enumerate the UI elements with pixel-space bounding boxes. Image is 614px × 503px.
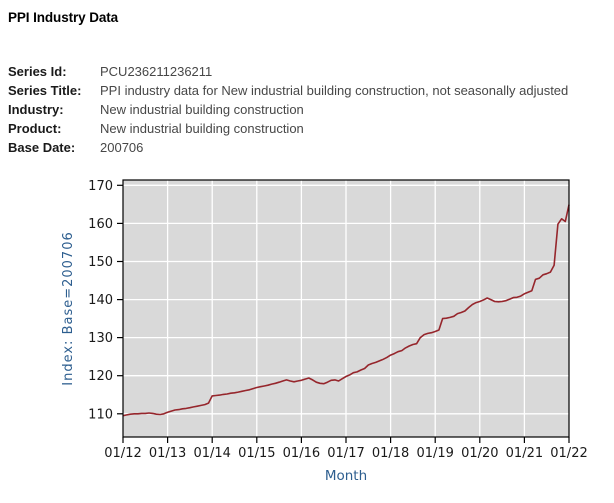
x-tick-label: 01/15: [238, 446, 275, 461]
meta-label: Base Date:: [8, 140, 76, 155]
line-chart: 110 120 130 140 150 160 170 01/12 01/13 01/14 01/1…: [0, 170, 614, 503]
x-tick-label: 01/22: [550, 446, 587, 461]
x-tick-label: 01/16: [283, 446, 320, 461]
meta-value-product: New industrial building construction: [100, 121, 304, 136]
meta-value-industry: New industrial building construction: [100, 102, 304, 117]
meta-row-product: Product: New industrial building constru…: [8, 119, 568, 138]
y-axis-title: Index: Base=200706: [61, 231, 76, 385]
x-tick-label: 01/20: [461, 446, 498, 461]
y-tick-label: 170: [88, 179, 113, 194]
meta-value-series-id: PCU236211236211: [100, 64, 213, 79]
meta-row-series-title: Series Title: PPI industry data for New …: [8, 81, 568, 100]
meta-label: Product:: [8, 121, 62, 136]
x-axis-title: Month: [325, 468, 367, 484]
x-tick-label: 01/19: [416, 446, 453, 461]
meta-row-industry: Industry: New industrial building constr…: [8, 100, 568, 119]
x-tick-label: 01/13: [149, 446, 186, 461]
x-tick-label: 01/12: [104, 446, 141, 461]
y-tick-label: 160: [88, 217, 113, 232]
series-metadata: Series Id: PCU236211236211 Series Title:…: [8, 62, 568, 157]
x-tick-label: 01/17: [327, 446, 364, 461]
x-tick-label: 01/18: [372, 446, 409, 461]
x-tick-label: 01/21: [506, 446, 543, 461]
y-tick-label: 130: [88, 331, 113, 346]
y-tick-label: 150: [88, 255, 113, 270]
meta-label: Series Title:: [8, 83, 82, 98]
chart-svg: 110 120 130 140 150 160 170 01/12 01/13 01/14 01/1…: [61, 179, 588, 484]
y-tick-label: 120: [88, 369, 113, 384]
x-tick-label: 01/14: [193, 446, 230, 461]
page-title: PPI Industry Data: [8, 10, 119, 25]
y-tick-label: 110: [88, 407, 113, 422]
y-tick-label: 140: [88, 293, 113, 308]
meta-row-series-id: Series Id: PCU236211236211: [8, 62, 568, 81]
meta-label: Industry:: [8, 102, 64, 117]
data-line-PCU236211236211: [122, 204, 570, 417]
meta-label: Series Id:: [8, 64, 67, 79]
meta-row-base-date: Base Date: 200706: [8, 138, 568, 157]
meta-value-series-title: PPI industry data for New industrial bui…: [100, 83, 569, 98]
meta-value-base-date: 200706: [100, 140, 144, 155]
